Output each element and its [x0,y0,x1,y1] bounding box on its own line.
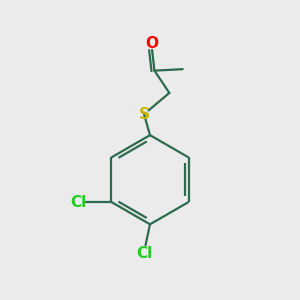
Text: Cl: Cl [136,246,152,261]
Text: Cl: Cl [70,194,87,209]
Text: S: S [139,107,150,122]
Text: O: O [146,36,159,51]
